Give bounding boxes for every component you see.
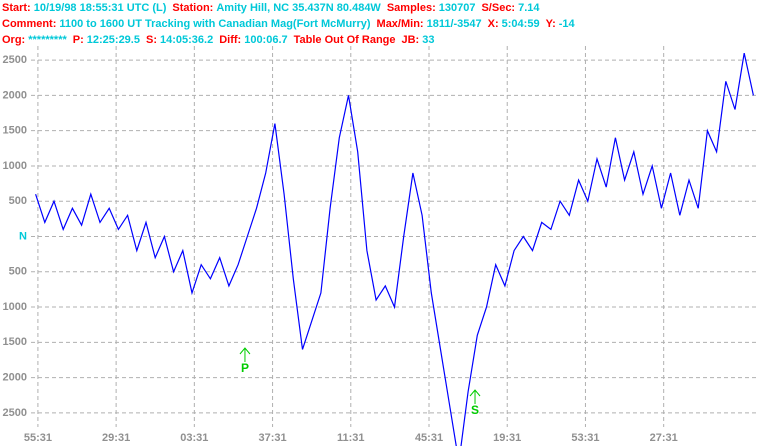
header-line: Comment: 1100 to 1600 UT Tracking with Ca… xyxy=(2,16,581,32)
header: Start: 10/19/98 18:55:31 UTC (L) Station: A… xyxy=(2,0,581,48)
field-label: Max/Min: xyxy=(376,18,424,30)
marker-label: P xyxy=(241,361,249,375)
field-value: 100:06.7 xyxy=(244,34,288,46)
field-value: 1100 to 1600 UT Tracking with Canadian M… xyxy=(59,18,371,30)
y-tick-label: N xyxy=(19,230,27,242)
x-tick-label: 03:31 xyxy=(180,432,208,444)
field-label: Samples: xyxy=(386,2,436,14)
y-tick-label: 1500 xyxy=(3,336,27,348)
y-tick-label: 500 xyxy=(9,266,27,278)
header-line: Start: 10/19/98 18:55:31 UTC (L) Station: A… xyxy=(2,0,581,16)
header-line: Org: ********* P: 12:25:29.5 S: 14:05:36.2 Dif… xyxy=(2,32,581,48)
field-value: 10/19/98 18:55:31 UTC (L) xyxy=(33,2,167,14)
field-value: 33 xyxy=(422,34,435,46)
field-value: 7.14 xyxy=(518,2,540,14)
x-tick-label: 45:31 xyxy=(415,432,443,444)
x-tick-label: 55:31 xyxy=(24,432,52,444)
y-tick-label: 500 xyxy=(9,195,27,207)
x-tick-label: 11:31 xyxy=(337,432,365,444)
field-label: Start: xyxy=(2,2,31,14)
field-label: JB: xyxy=(401,34,420,46)
field-label: Org: xyxy=(2,34,26,46)
y-tick-label: 1000 xyxy=(3,301,27,313)
marker-arrow xyxy=(469,389,481,404)
field-label: S/Sec: xyxy=(481,2,516,14)
field-label: Comment: xyxy=(2,18,57,30)
field-value: 1811/-3547 xyxy=(426,18,482,30)
x-tick-label: 29:31 xyxy=(102,432,130,444)
x-tick-label: 27:31 xyxy=(650,432,678,444)
field-label: Station: xyxy=(172,2,214,14)
field-label: P: xyxy=(72,34,84,46)
y-tick-label: 1000 xyxy=(3,160,27,172)
field-value: 14:05:36.2 xyxy=(159,34,214,46)
y-tick-label: 2500 xyxy=(3,407,27,419)
field-value: -14 xyxy=(558,18,575,30)
x-tick-label: 37:31 xyxy=(258,432,286,444)
field-label: Diff: xyxy=(219,34,242,46)
x-tick-label: 19:31 xyxy=(493,432,521,444)
field-value: ********* xyxy=(28,34,67,46)
x-tick-label: 53:31 xyxy=(571,432,599,444)
field-label: S: xyxy=(145,34,157,46)
y-tick-label: 1500 xyxy=(3,125,27,137)
field-value: 12:25:29.5 xyxy=(86,34,140,46)
field-value: Amity Hill, NC 35.437N 80.484W xyxy=(216,2,381,14)
field-value: 5:04:59 xyxy=(501,18,540,30)
field-label: Table Out Of Range xyxy=(293,34,396,46)
field-label: X: xyxy=(487,18,499,30)
y-tick-label: 2500 xyxy=(3,54,27,66)
field-label: Y: xyxy=(545,18,556,30)
y-tick-label: 2000 xyxy=(3,89,27,101)
marker-label: S xyxy=(471,403,479,417)
y-tick-label: 2000 xyxy=(3,372,27,384)
marker-arrow xyxy=(239,347,251,362)
trace xyxy=(35,52,754,446)
field-value: 130707 xyxy=(438,2,476,14)
